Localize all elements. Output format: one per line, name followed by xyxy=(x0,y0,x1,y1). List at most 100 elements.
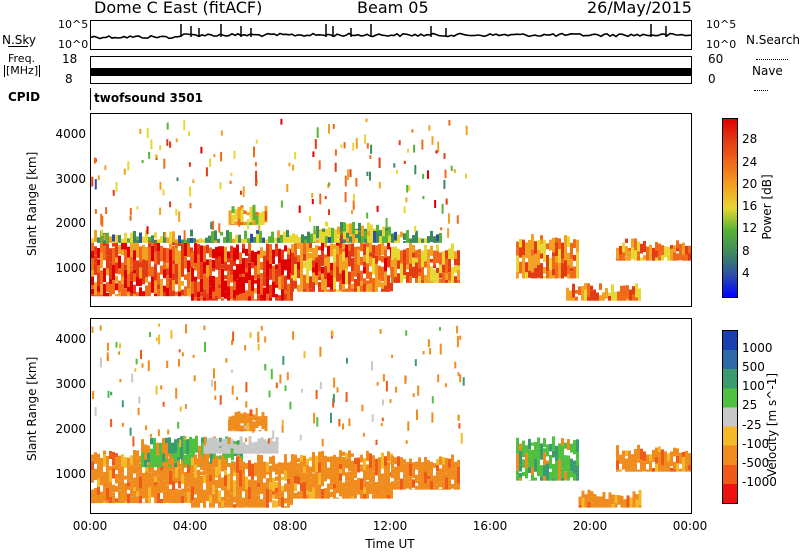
velocity-cell xyxy=(622,457,625,470)
power-echo xyxy=(163,158,166,169)
power-cell xyxy=(292,233,295,243)
power-cell xyxy=(531,255,534,273)
power-cell xyxy=(230,286,233,300)
velocity-cell xyxy=(634,449,637,464)
power-cell xyxy=(331,232,334,243)
power-echo xyxy=(100,213,103,225)
power-cell xyxy=(197,268,200,280)
power-cell xyxy=(370,236,373,243)
power-cell xyxy=(133,294,136,297)
power-cell xyxy=(632,294,635,301)
power-echo xyxy=(427,170,429,179)
power-echo xyxy=(370,144,373,154)
velocity-cell xyxy=(330,491,333,497)
power-cell xyxy=(303,274,306,289)
power-cell xyxy=(118,235,121,243)
velocity-cell xyxy=(257,495,260,508)
power-cell xyxy=(608,295,611,301)
velocity-cell xyxy=(118,490,121,504)
power-cell xyxy=(343,231,346,240)
power-cell xyxy=(321,273,324,277)
power-cell xyxy=(415,278,418,283)
velocity-echo xyxy=(121,400,124,408)
velocity-cell xyxy=(239,486,242,496)
velocity-cell xyxy=(147,464,150,468)
velocity-cell xyxy=(269,477,272,483)
power-echo xyxy=(264,211,267,221)
velocity-cell xyxy=(231,429,235,432)
velocity-echo xyxy=(272,430,275,439)
power-cell xyxy=(339,248,342,254)
velocity-cell xyxy=(534,442,537,459)
power-cell xyxy=(412,266,415,278)
power-cell xyxy=(91,241,94,251)
velocity-cell xyxy=(263,461,266,479)
power-echo xyxy=(241,207,244,212)
power-cell xyxy=(157,284,160,290)
velocity-cell xyxy=(148,487,151,504)
velocity-cell xyxy=(300,482,303,492)
velocity-cell xyxy=(294,454,297,469)
beam-label: Beam 05 xyxy=(357,0,429,17)
velocity-echo xyxy=(313,412,316,424)
power-cell xyxy=(212,276,215,292)
power-cell xyxy=(178,264,181,281)
noise-bottom-tick-right: 10^0 xyxy=(706,38,737,51)
power-echo xyxy=(105,207,108,214)
velocity-cell xyxy=(91,461,94,471)
velocity-cell xyxy=(300,461,303,466)
velocity-cell xyxy=(381,483,384,492)
velocity-cell xyxy=(531,466,534,475)
velocity-cell xyxy=(200,488,203,503)
power-cell xyxy=(94,246,97,256)
velocity-cell xyxy=(300,495,303,499)
power-cell xyxy=(581,286,584,295)
power-cell xyxy=(415,262,418,279)
power-cell xyxy=(275,264,278,270)
velocity-cell xyxy=(685,465,688,472)
velocity-echo xyxy=(158,323,160,327)
velocity-cell xyxy=(573,460,576,465)
velocity-cell xyxy=(284,498,287,504)
power-cell xyxy=(227,258,230,263)
power-cell xyxy=(100,252,103,269)
power-cell xyxy=(584,283,587,290)
velocity-cell xyxy=(118,463,121,468)
velocity-echo xyxy=(281,419,284,426)
velocity-echo xyxy=(178,349,181,353)
velocity-cell xyxy=(543,438,546,448)
velocity-cell xyxy=(409,488,412,490)
power-cell xyxy=(94,255,97,264)
velocity-cell xyxy=(354,457,357,465)
velocity-cell xyxy=(127,457,130,466)
velocity-cell xyxy=(649,460,652,472)
power-cell xyxy=(531,272,534,279)
power-cell xyxy=(172,260,175,265)
velocity-cell xyxy=(427,479,430,490)
power-cell xyxy=(358,222,361,232)
velocity-cell xyxy=(103,454,106,467)
velocity-cell xyxy=(300,465,303,473)
velocity-cell xyxy=(186,446,189,454)
power-echo xyxy=(316,127,319,138)
velocity-cell xyxy=(381,452,384,469)
velocity-cell xyxy=(221,506,224,508)
power-cell xyxy=(572,297,575,301)
power-cell xyxy=(430,259,433,263)
power-cell xyxy=(309,288,312,292)
power-cell xyxy=(345,288,348,292)
velocity-echo xyxy=(454,361,457,369)
power-cell xyxy=(187,272,190,289)
power-cell xyxy=(573,239,576,248)
velocity-cell xyxy=(168,458,171,465)
velocity-cell xyxy=(528,438,531,450)
velocity-echo xyxy=(405,440,408,444)
power-cell xyxy=(552,256,555,269)
power-cell xyxy=(106,240,109,243)
power-cell xyxy=(375,276,378,292)
power-cell xyxy=(224,280,227,292)
power-cell xyxy=(230,245,233,260)
velocity-cell xyxy=(558,466,561,481)
velocity-cell xyxy=(166,459,169,471)
velocity-cell xyxy=(448,467,451,481)
